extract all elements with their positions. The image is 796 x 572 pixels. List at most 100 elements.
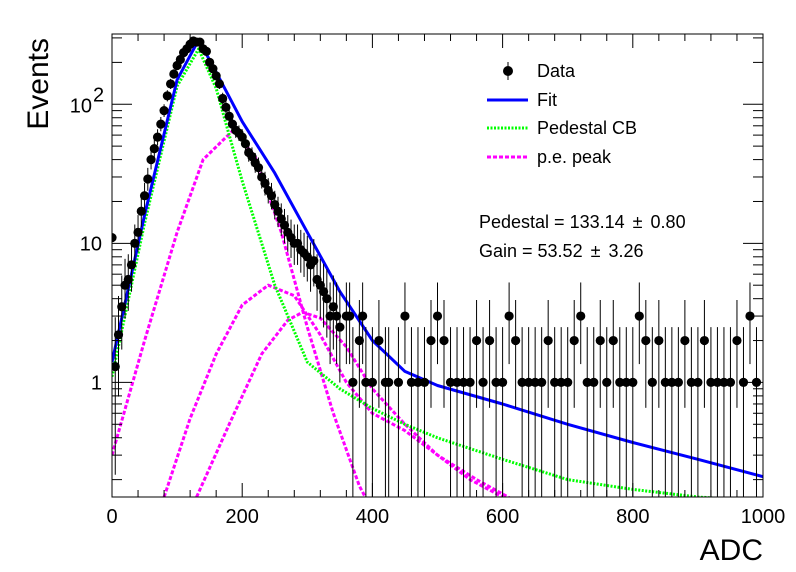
data-point (152, 129, 163, 146)
pedestal-result-error: 0.80 (651, 212, 686, 232)
data-point-marker (133, 227, 143, 237)
data-point (159, 104, 169, 117)
data-point (195, 37, 205, 47)
y-tick-exponent: 2 (93, 84, 104, 106)
legend-item-pedestal-cb: Pedestal CB (487, 118, 637, 138)
data-point (530, 327, 540, 497)
data-point-marker (458, 377, 469, 388)
data-point-marker (149, 143, 159, 154)
data-point (169, 69, 179, 79)
data-point-marker (602, 377, 612, 388)
data-point-marker (406, 377, 417, 388)
data-point-marker (214, 79, 225, 89)
data-point-marker (139, 191, 150, 201)
data-point (706, 327, 716, 497)
data-point (139, 182, 150, 210)
data-point (615, 327, 625, 497)
legend-item-fit: Fit (487, 90, 557, 110)
y-tick-label: 10 (70, 95, 92, 117)
data-point (576, 282, 586, 365)
data-point-marker (511, 335, 521, 346)
data-point-marker (732, 335, 742, 346)
data-point (348, 327, 358, 497)
legend-label-fit: Fit (537, 90, 557, 110)
legend-label-pedestal-cb: Pedestal CB (537, 118, 637, 138)
data-point-marker (279, 220, 290, 230)
pedestal-result-text: Pedestal = 133.14 (479, 212, 625, 232)
data-point (595, 299, 605, 408)
x-tick-label: 800 (616, 506, 649, 528)
data-point (113, 295, 124, 397)
legend-data-marker (503, 66, 513, 76)
data-point-marker (260, 178, 270, 188)
data-point (478, 327, 488, 497)
data-point (218, 92, 228, 105)
data-point (208, 64, 218, 74)
data-point-marker (556, 377, 566, 388)
data-point (240, 135, 251, 153)
data-point-marker (432, 311, 443, 321)
data-point (165, 78, 176, 89)
data-point (654, 299, 664, 408)
pedestal-cb-curve (112, 47, 722, 497)
data-point (149, 139, 159, 158)
data-point (732, 299, 742, 408)
data-point-marker (273, 206, 283, 216)
data-point-marker (667, 377, 677, 388)
data-point-marker (686, 377, 696, 388)
data-point (367, 327, 377, 497)
data-point (543, 299, 553, 408)
data-point-marker (328, 302, 338, 312)
gain-result: Gain = 53.52 ± 3.26 (479, 241, 644, 261)
data-point-marker (699, 335, 710, 346)
data-point-marker (393, 377, 404, 388)
data-point-marker (595, 335, 605, 346)
data-point-marker (576, 311, 586, 321)
data-point-marker (130, 238, 140, 248)
data-point-marker (123, 274, 133, 285)
data-point (328, 275, 338, 350)
x-tick-label: 600 (486, 506, 519, 528)
data-point-marker (195, 37, 205, 47)
data-point-marker (550, 377, 560, 388)
data-point-marker (413, 377, 423, 388)
data-point (589, 327, 599, 497)
data-point-marker (201, 46, 211, 56)
data-point-marker (162, 91, 172, 101)
data-point (374, 299, 384, 408)
data-point (582, 327, 592, 497)
data-point (504, 282, 514, 365)
data-point (621, 327, 631, 497)
data-point-marker (680, 335, 690, 346)
data-point-marker (439, 335, 449, 346)
data-point-marker (335, 322, 345, 332)
data-point (634, 282, 644, 365)
data-point (270, 190, 280, 220)
data-point-marker (112, 361, 120, 372)
data-point-marker (400, 311, 410, 321)
data-point (325, 282, 335, 365)
data-point (693, 327, 703, 497)
fit-results: Pedestal = 133.14 ± 0.80 Gain = 53.52 ± … (479, 212, 686, 261)
data-point-marker (745, 311, 755, 321)
data-point-marker (498, 377, 508, 388)
data-point (673, 327, 683, 497)
data-point-marker (117, 302, 127, 312)
data-point-marker (136, 206, 146, 216)
data-point-marker (331, 311, 342, 321)
y-tick-label: 1 (91, 372, 102, 394)
data-point-marker (484, 335, 495, 346)
data-point-marker (322, 294, 332, 304)
data-point-marker (563, 377, 573, 388)
plot-frame (111, 33, 764, 498)
data-point (133, 215, 143, 252)
data-point (602, 327, 612, 497)
data-point-marker (719, 377, 729, 388)
data-point-marker (374, 335, 384, 346)
data-point (146, 150, 156, 170)
data-point (608, 299, 618, 408)
data-point-marker (253, 163, 264, 173)
data-point-marker (384, 377, 394, 388)
data-point (201, 46, 211, 56)
data-point-marker (348, 377, 358, 388)
